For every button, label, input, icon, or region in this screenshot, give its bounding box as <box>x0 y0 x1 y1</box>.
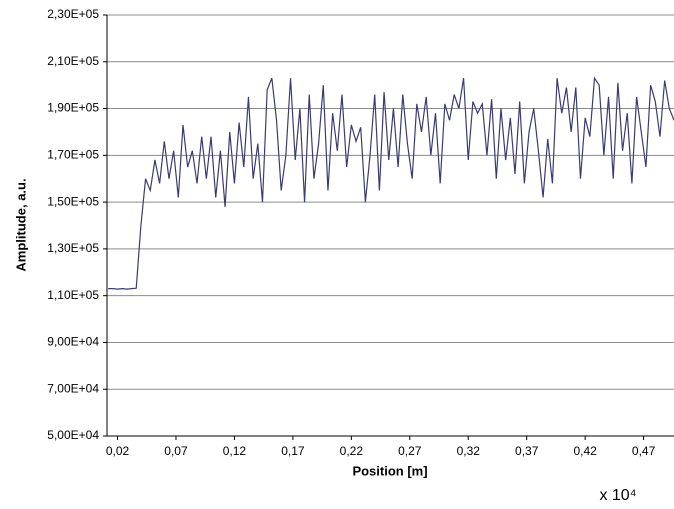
x-tick-label: 0,32 <box>457 444 481 458</box>
y-tick-label: 1,70E+05 <box>47 148 99 162</box>
x-tick-label: 0,47 <box>632 444 656 458</box>
x-tick-label: 0,42 <box>573 444 597 458</box>
y-tick-label: 2,30E+05 <box>47 7 99 21</box>
y-tick-label: 7,00E+04 <box>47 381 99 395</box>
y-tick-label: 1,30E+05 <box>47 241 99 255</box>
data-line <box>108 76 674 290</box>
x-tick-label: 0,27 <box>398 444 422 458</box>
y-tick-label: 1,90E+05 <box>47 101 99 115</box>
x-tick-label: 0,02 <box>106 444 130 458</box>
x-tick-label: 0,22 <box>340 444 364 458</box>
y-axis-label: Amplitude, a.u. <box>13 178 28 271</box>
x-tick-label: 0,07 <box>164 444 188 458</box>
y-tick-label: 5,00E+04 <box>47 428 99 442</box>
y-tick-label: 9,00E+04 <box>47 335 99 349</box>
x-tick-label: 0,12 <box>223 444 247 458</box>
y-tick-label: 2,10E+05 <box>47 54 99 68</box>
x-tick-label: 0,17 <box>281 444 305 458</box>
x-axis-label: Position [m] <box>352 463 427 478</box>
annotation: x 10⁴ <box>599 487 636 504</box>
x-tick-label: 0,37 <box>515 444 539 458</box>
y-tick-label: 1,50E+05 <box>47 194 99 208</box>
y-tick-label: 1,10E+05 <box>47 288 99 302</box>
